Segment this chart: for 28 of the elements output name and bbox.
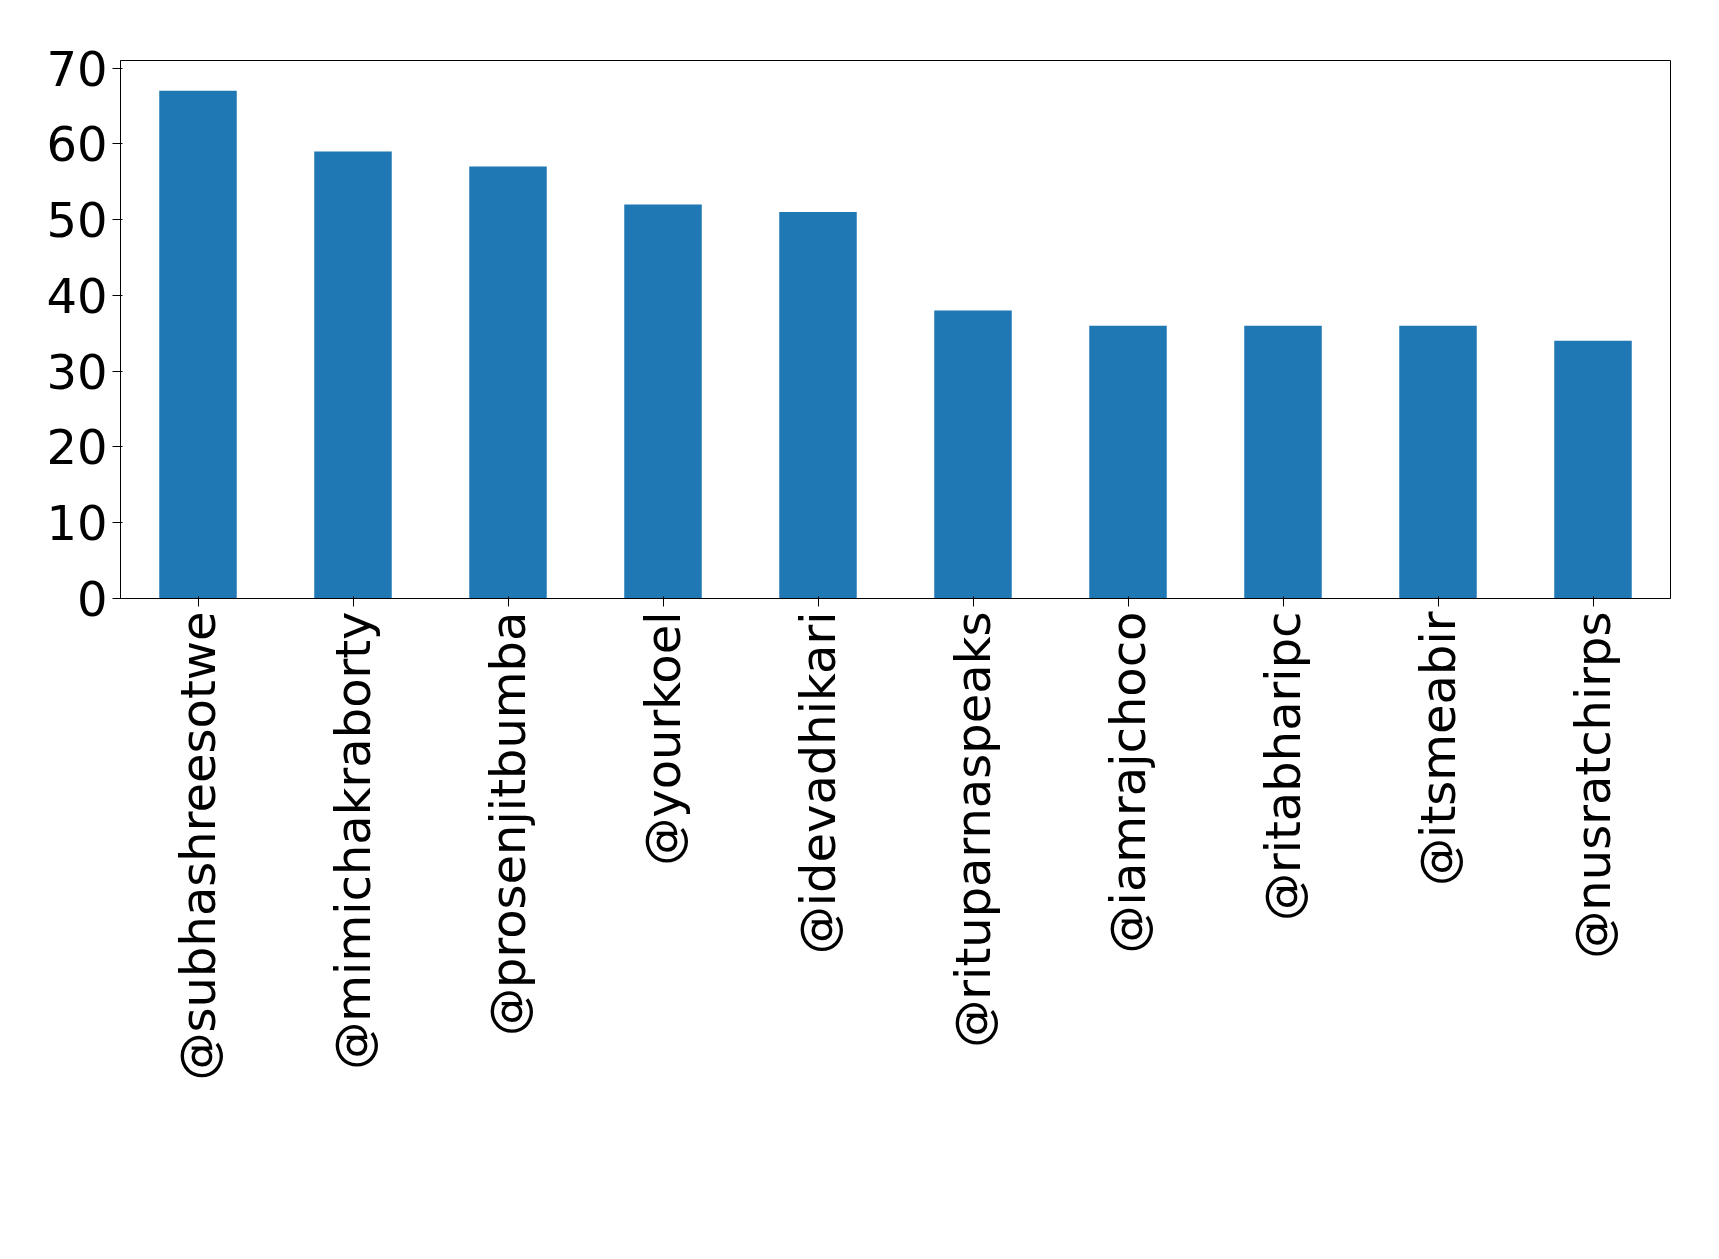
bar	[779, 212, 857, 599]
y-tick-label: 40	[46, 267, 108, 324]
bar	[159, 90, 237, 599]
y-tick-label: 60	[46, 116, 108, 173]
x-tick-label: @rituparnaspeaks	[945, 611, 1001, 1048]
bar	[1244, 325, 1322, 599]
bar	[1089, 325, 1167, 599]
x-tick-label: @idevadhikari	[790, 611, 846, 955]
y-tick-label: 70	[46, 40, 108, 97]
x-tick-label: @prosenjitbumba	[480, 611, 536, 1036]
bar	[1399, 325, 1477, 599]
y-tick-label: 30	[46, 343, 108, 400]
y-tick-label: 10	[46, 495, 108, 552]
bar	[314, 151, 392, 599]
y-tick-label: 50	[46, 192, 108, 249]
x-tick-label: @ritabharipc	[1255, 611, 1311, 922]
x-tick-label: @yourkoel	[635, 611, 691, 866]
bar	[1554, 340, 1632, 599]
x-tick-label: @subhashreesotwe	[170, 611, 226, 1081]
x-tick-label: @itsmeabir	[1410, 611, 1466, 886]
x-tick-label: @nusratchirps	[1565, 611, 1621, 959]
bar	[624, 204, 702, 599]
bar	[469, 166, 547, 599]
bar	[934, 310, 1012, 599]
x-tick-label: @iamrajchoco	[1100, 611, 1156, 954]
y-tick-label: 0	[76, 571, 108, 627]
y-tick-label: 20	[46, 419, 108, 476]
x-tick-label: @mimichakraborty	[325, 611, 381, 1070]
